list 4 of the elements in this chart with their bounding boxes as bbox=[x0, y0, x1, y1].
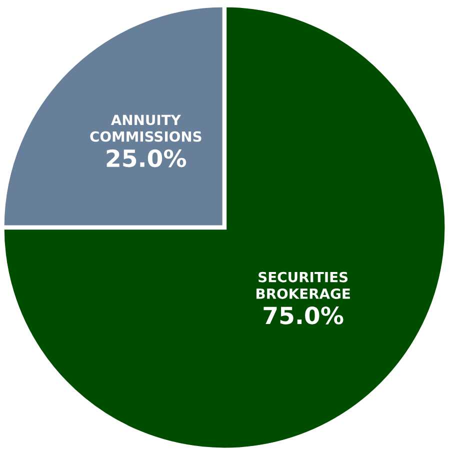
data-label: 75.0% bbox=[264, 306, 344, 324]
slice-label: ANNUITY COMMISSIONS bbox=[90, 114, 202, 142]
data-label: 25.0% bbox=[106, 149, 186, 168]
slice-label: SECURITIES BROKERAGE bbox=[256, 272, 350, 299]
